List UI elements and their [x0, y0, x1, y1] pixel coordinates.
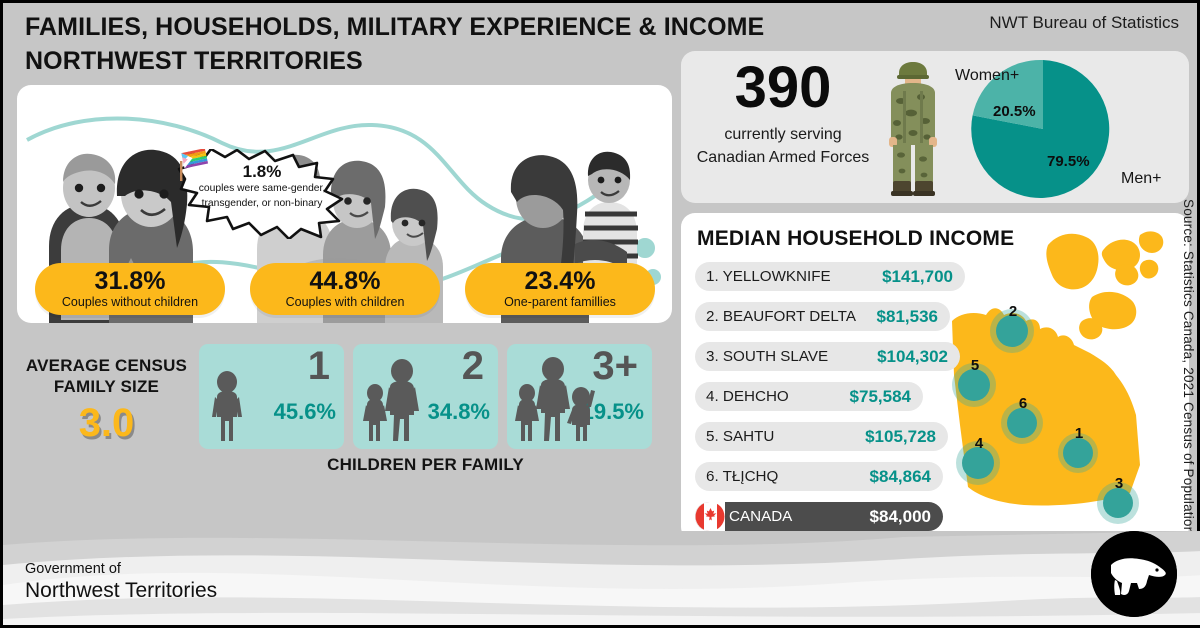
- income-row-dehcho: 4. DEHCHO $75,584: [695, 382, 923, 411]
- row-name: SAHTU: [722, 428, 775, 445]
- row-value: $105,728: [865, 426, 936, 446]
- average-family-size-value: 3.0: [78, 401, 135, 445]
- gov-line1: Government of: [25, 560, 121, 577]
- median-household-income-card: 1 2 3 4 5 6 MEDIAN HOUSEHOLD INCOME 1. Y…: [681, 213, 1189, 541]
- pie-label-men: Men+: [1121, 170, 1162, 187]
- pie-svg: [971, 59, 1110, 198]
- canada-flag-icon: [695, 502, 725, 531]
- row-rank: 4.: [706, 388, 719, 405]
- bucket-count: 3+: [592, 344, 638, 388]
- children-bucket-1: 1 45.6%: [199, 344, 344, 449]
- row-name: SOUTH SLAVE: [722, 348, 829, 365]
- map-markers: [952, 309, 1139, 524]
- pill-label: Couples with children: [285, 295, 405, 310]
- military-count: 390: [734, 55, 832, 120]
- row-value: $104,302: [877, 346, 948, 366]
- stat-pill-couples-with-children: 44.8% Couples with children: [250, 263, 440, 315]
- income-title: MEDIAN HOUSEHOLD INCOME: [697, 227, 1015, 250]
- row-name: CANADA: [729, 508, 793, 525]
- family-illustration-card: 1.8% couples were same-gender, transgend…: [17, 85, 672, 323]
- avg-label-line2: FAMILY SIZE: [53, 377, 160, 397]
- map-marker-6: 6: [1018, 395, 1028, 412]
- children-per-family-caption: CHILDREN PER FAMILY: [327, 455, 524, 474]
- map-marker-1: 1: [1074, 425, 1084, 442]
- page-title: FAMILIES, HOUSEHOLDS, MILITARY EXPERIENC…: [25, 11, 805, 79]
- soldier-icon: [889, 62, 937, 196]
- bucket-count: 2: [461, 344, 484, 388]
- row-name: BEAUFORT DELTA: [722, 308, 856, 325]
- row-name: DEHCHO: [722, 388, 789, 405]
- pill-value: 31.8%: [94, 267, 166, 295]
- bucket-percent: 34.8%: [427, 399, 490, 424]
- income-row-canada: CANADA $84,000: [695, 502, 943, 531]
- pill-label: Couples without children: [61, 295, 199, 310]
- children-bucket-2: 2 34.8%: [353, 344, 498, 449]
- gov-line2: Northwest Territories: [25, 578, 218, 602]
- nwt-map: [952, 231, 1164, 524]
- same-gender-callout: 1.8% couples were same-gender, transgend…: [177, 149, 347, 239]
- organization-label: NWT Bureau of Statistics: [989, 13, 1179, 32]
- income-row-yellowknife: 1. YELLOWKNIFE $141,700: [695, 262, 965, 291]
- map-marker-5: 5: [970, 357, 980, 374]
- row-name: TŁĮCHQ: [722, 468, 779, 485]
- callout-burst-shape: [177, 149, 344, 239]
- row-rank: 6.: [706, 468, 719, 485]
- page-title-line1: FAMILIES, HOUSEHOLDS, MILITARY EXPERIENC…: [25, 13, 765, 41]
- row-rank: 5.: [706, 428, 719, 445]
- bucket-percent: 19.5%: [581, 399, 644, 424]
- polar-bear-logo: [1091, 531, 1177, 617]
- bucket-count: 1: [307, 344, 330, 388]
- avg-label-line1: AVERAGE CENSUS: [25, 356, 188, 375]
- bucket-percent: 45.6%: [273, 399, 336, 424]
- row-rank: 3.: [706, 348, 719, 365]
- page-title-line2: NORTHWEST TERRITORIES: [25, 46, 363, 75]
- pill-value: 23.4%: [524, 267, 596, 295]
- row-value: $84,000: [869, 506, 931, 526]
- gnwt-wordmark: Government of Northwest Territories: [25, 560, 217, 603]
- row-value: $75,584: [849, 386, 911, 406]
- source-note: Source: Statistics Canada, 2021 Census o…: [1181, 199, 1196, 535]
- polar-bear-glyph: [1091, 531, 1177, 617]
- military-gender-pie-chart: Women+ 20.5% 79.5% Men+: [955, 55, 1183, 203]
- row-value: $141,700: [882, 266, 953, 286]
- row-rank: 2.: [706, 308, 719, 325]
- map-marker-2: 2: [1008, 303, 1018, 320]
- map-marker-4: 4: [974, 435, 984, 452]
- callout-percent: 1.8%: [242, 162, 282, 181]
- pride-flag-icon: [180, 149, 209, 181]
- callout-text: couples were same-gender, transgender, o…: [198, 183, 326, 209]
- military-card: 390 currently serving Canadian Armed For…: [681, 51, 1189, 203]
- military-caption: currently serving Canadian Armed Forces: [696, 126, 870, 167]
- stat-pill-couples-without-children: 31.8% Couples without children: [35, 263, 225, 315]
- average-family-size-label: AVERAGE CENSUS FAMILY SIZE: [19, 355, 194, 398]
- row-rank: 1.: [706, 268, 719, 285]
- pill-value: 44.8%: [309, 267, 381, 295]
- footer-waves: [3, 531, 1200, 625]
- map-marker-3: 3: [1114, 475, 1124, 492]
- income-row-beaufort-delta: 2. BEAUFORT DELTA $81,536: [695, 302, 950, 331]
- income-row-sahtu: 5. SAHTU $105,728: [695, 422, 948, 451]
- footer: Government of Northwest Territories: [3, 531, 1200, 625]
- child-figure-icon: [212, 371, 242, 441]
- row-value: $81,536: [876, 306, 938, 326]
- row-value: $84,864: [869, 466, 931, 486]
- pie-label-women: Women+: [955, 67, 1020, 84]
- pie-value-women: 20.5%: [993, 103, 1036, 120]
- pie-value-men: 79.5%: [1047, 153, 1090, 170]
- three-children-figure-icon: [515, 357, 595, 441]
- two-children-figure-icon: [363, 359, 419, 441]
- row-name: YELLOWKNIFE: [722, 268, 831, 285]
- children-bucket-3plus: 3+ 19.5%: [507, 344, 652, 449]
- pill-label: One-parent famillies: [504, 295, 616, 310]
- income-row-tlicho: 6. TŁĮCHQ $84,864: [695, 462, 943, 491]
- stat-pill-one-parent-families: 23.4% One-parent famillies: [465, 263, 655, 315]
- infographic-canvas: FAMILIES, HOUSEHOLDS, MILITARY EXPERIENC…: [3, 3, 1200, 625]
- income-row-south-slave: 3. SOUTH SLAVE $104,302: [695, 342, 960, 371]
